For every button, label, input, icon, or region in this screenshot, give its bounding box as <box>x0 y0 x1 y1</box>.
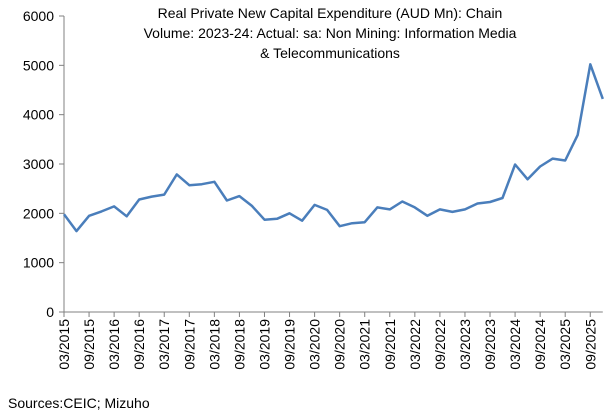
x-tick-label: 03/2016 <box>106 319 122 370</box>
x-tick-label: 09/2015 <box>81 319 97 370</box>
x-tick-label: 09/2016 <box>131 319 147 370</box>
y-tick-label: 2000 <box>23 205 54 221</box>
chart-title: Real Private New Capital Expenditure (AU… <box>158 5 503 21</box>
x-tick-label: 03/2023 <box>457 319 473 370</box>
x-tick-label: 09/2020 <box>332 319 348 370</box>
data-line <box>62 63 604 233</box>
y-tick-label: 1000 <box>23 255 54 271</box>
source-note: Sources:CEIC; Mizuho <box>8 395 150 411</box>
x-tick-label: 03/2019 <box>256 319 272 370</box>
chart-title: & Telecommunications <box>260 45 400 61</box>
y-tick-label: 0 <box>46 304 54 320</box>
x-tick-label: 03/2017 <box>156 319 172 370</box>
y-tick-label: 4000 <box>23 107 54 123</box>
x-tick-label: 09/2022 <box>432 319 448 370</box>
chart-title: Volume: 2023-24: Actual: sa: Non Mining:… <box>144 25 517 41</box>
x-tick-label: 03/2021 <box>357 319 373 370</box>
x-tick-label: 09/2024 <box>532 319 548 370</box>
x-tick-label: 03/2015 <box>56 319 72 370</box>
x-tick-label: 09/2025 <box>582 319 598 370</box>
y-tick-label: 3000 <box>23 156 54 172</box>
x-tick-label: 09/2018 <box>231 319 247 370</box>
x-tick-label: 03/2022 <box>407 319 423 370</box>
x-tick-label: 09/2019 <box>282 319 298 370</box>
x-tick-label: 09/2021 <box>382 319 398 370</box>
x-tick-label: 03/2024 <box>507 319 523 370</box>
y-tick-label: 6000 <box>23 8 54 24</box>
x-tick-label: 09/2023 <box>482 319 498 370</box>
x-tick-label: 09/2017 <box>181 319 197 370</box>
x-tick-label: 03/2020 <box>307 319 323 370</box>
x-tick-label: 03/2025 <box>557 319 573 370</box>
y-tick-label: 5000 <box>23 57 54 73</box>
x-tick-label: 03/2018 <box>206 319 222 370</box>
